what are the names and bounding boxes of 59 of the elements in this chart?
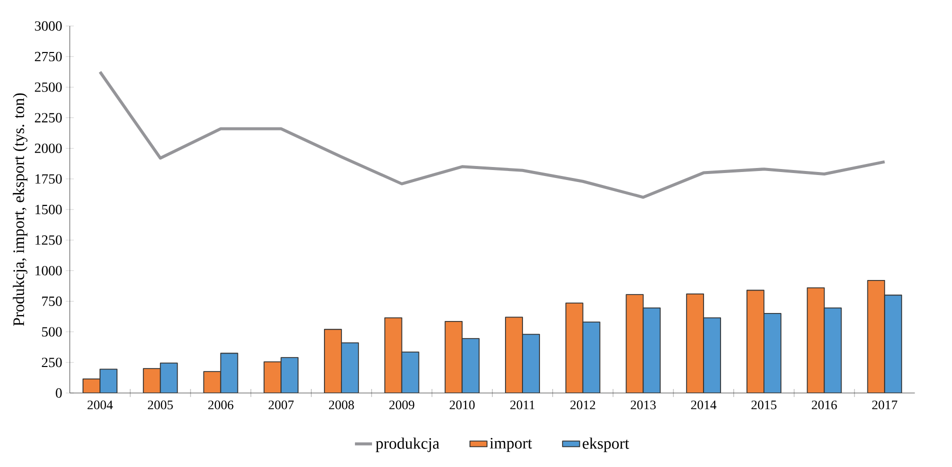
y-tick-label: 1750 (36, 174, 62, 184)
bar (444, 320, 463, 393)
bar (522, 334, 540, 393)
bar (220, 352, 238, 393)
y-tick-label: 0 (56, 388, 62, 398)
y-tick-label: 1500 (36, 204, 62, 214)
bar (280, 357, 299, 393)
bar (565, 302, 584, 393)
y-tick-label: 1250 (36, 235, 62, 245)
y-tick-label: 750 (42, 296, 62, 306)
bar (100, 368, 118, 393)
bar (642, 308, 661, 393)
y-tick-label: 2250 (34, 113, 62, 122)
bar (867, 280, 886, 393)
legend-label: eksport (582, 438, 630, 452)
y-tick-label: 500 (42, 327, 62, 337)
y-tick-label: 2750 (34, 52, 62, 62)
bar (582, 322, 600, 393)
bar (401, 352, 420, 393)
x-tick-label: 2008 (329, 400, 354, 410)
legend-label: produkcja (376, 438, 440, 452)
bar (505, 316, 523, 393)
bar (824, 308, 842, 393)
bar (384, 317, 402, 393)
bar (626, 294, 644, 393)
x-tick-label: 2017 (872, 400, 898, 410)
bar (160, 362, 178, 393)
bar (264, 361, 282, 393)
bar (686, 293, 704, 393)
line-series (98, 70, 886, 199)
bar (203, 371, 222, 393)
x-tick-label: 2013 (630, 400, 656, 410)
x-tick-label: 2011 (510, 400, 534, 410)
x-tick-label: 2014 (691, 400, 716, 410)
y-axis-title: Produkcja, import, eksport (tys. ton) (12, 93, 28, 326)
bar (746, 290, 764, 393)
bar (324, 328, 342, 393)
x-tick-label: 2012 (570, 400, 596, 410)
y-tick-label: 1000 (36, 266, 62, 276)
x-tick-label: 2015 (752, 400, 776, 410)
y-tick-label: 3000 (34, 21, 62, 31)
bar (142, 368, 161, 393)
x-tick-label: 2006 (208, 400, 234, 410)
x-tick-label: 2005 (148, 400, 173, 410)
bar (462, 338, 480, 393)
bar (763, 313, 782, 393)
y-tick-label: 250 (42, 358, 62, 368)
bar (806, 287, 825, 393)
x-tick-label: 2007 (268, 400, 294, 410)
x-tick-label: 2016 (812, 400, 837, 410)
x-tick-label: 2009 (389, 400, 414, 410)
x-tick-label: 2004 (88, 400, 113, 410)
bar (703, 317, 722, 393)
legend-label: import (490, 438, 532, 452)
y-tick-label: 2500 (34, 82, 62, 92)
y-tick-label: 2000 (34, 144, 62, 154)
bar (340, 342, 359, 393)
x-tick-label: 2010 (450, 400, 475, 410)
bar (884, 294, 902, 393)
